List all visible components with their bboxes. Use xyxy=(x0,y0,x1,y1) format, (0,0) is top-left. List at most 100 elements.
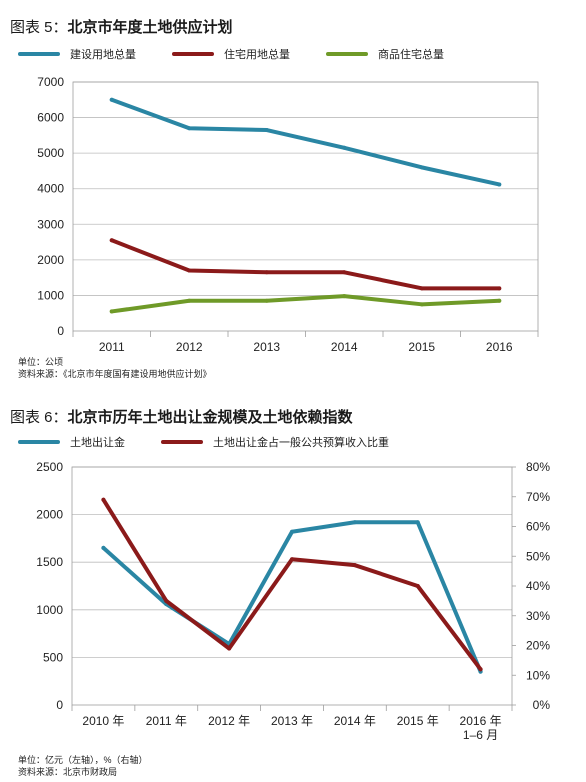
data-point xyxy=(264,298,269,303)
series-line-2 xyxy=(109,238,502,291)
x-tick-label: 2012 xyxy=(176,340,203,354)
x-tick-label: 2014 年 xyxy=(334,714,376,728)
y-left-tick-label: 2000 xyxy=(36,508,63,522)
figure2-legend: 土地出让金 土地出让金占一般公共预算收入比重 xyxy=(18,434,425,450)
legend-swatch xyxy=(326,52,368,56)
legend-item-commercial-residential: 商品住宅总量 xyxy=(326,46,444,62)
data-point xyxy=(415,584,420,588)
data-point xyxy=(187,298,192,303)
data-point xyxy=(109,97,114,102)
x-tick-label: 2010 年 xyxy=(82,714,124,728)
legend-swatch xyxy=(18,440,60,444)
data-point xyxy=(497,182,502,187)
data-point xyxy=(342,294,347,299)
y-left-tick-label: 2500 xyxy=(36,460,63,474)
x-tick-label: 2013 xyxy=(253,340,280,354)
figure1-chart: 0 1000 2000 3000 4000 5000 6000 7000 2011 2012 201… xyxy=(37,75,539,354)
data-point xyxy=(290,557,294,562)
data-point xyxy=(419,286,424,291)
data-point xyxy=(497,298,502,303)
x-tick-label: 2015 年 xyxy=(397,714,439,728)
y-right-tick-label: 50% xyxy=(526,549,550,563)
data-point xyxy=(352,563,357,568)
figure1-title-prefix: 图表 5： xyxy=(10,19,68,36)
figure2-title: 图表 6：北京市历年土地出让金规模及土地依赖指数 xyxy=(10,409,353,427)
data-point xyxy=(109,238,114,243)
y-tick-label: 0 xyxy=(57,324,64,338)
data-point xyxy=(227,646,232,651)
legend-swatch xyxy=(18,52,60,56)
x-tick-label: 2014 xyxy=(331,340,358,354)
series-line-1 xyxy=(109,97,502,187)
plot-frame xyxy=(71,466,513,706)
legend-swatch xyxy=(172,52,214,56)
data-point xyxy=(290,529,294,534)
y-tick-label: 2000 xyxy=(37,253,64,267)
series-line-3 xyxy=(109,294,502,314)
x-tick-label: 2015 xyxy=(408,340,435,354)
y-right-tick-label: 40% xyxy=(526,579,550,593)
figure2-source-note: 资料来源：北京市财政局 xyxy=(18,767,118,777)
y-right-tick-label: 0% xyxy=(533,698,551,712)
y-tick-label: 1000 xyxy=(37,288,64,302)
x-tick-label: 2016 年 xyxy=(460,714,502,728)
y-tick-label: 3000 xyxy=(37,217,64,231)
y-right-tick-label: 20% xyxy=(526,639,550,653)
data-point xyxy=(419,165,424,170)
data-point xyxy=(164,598,169,603)
legend-item-residential: 住宅用地总量 xyxy=(172,46,290,62)
x-tick-sublabel: 1–6 月 xyxy=(463,728,498,742)
data-point xyxy=(264,270,269,275)
x-tick-label: 2012 年 xyxy=(208,714,250,728)
figure2-title-prefix: 图表 6： xyxy=(10,409,68,426)
legend-label: 土地出让金 xyxy=(70,437,125,449)
data-point xyxy=(497,286,502,291)
legend-item-construction: 建设用地总量 xyxy=(18,46,136,62)
y-left-tick-label: 1500 xyxy=(36,555,63,569)
y-left-tick-label: 500 xyxy=(43,650,63,664)
legend-label: 建设用地总量 xyxy=(70,49,136,61)
data-point xyxy=(187,268,192,273)
figure2-unit-note: 单位：亿元（左轴），%（右轴） xyxy=(18,755,148,765)
figure1-legend: 建设用地总量 住宅用地总量 商品住宅总量 xyxy=(18,46,480,62)
x-tick-label: 2013 年 xyxy=(271,714,313,728)
legend-item-land-revenue: 土地出让金 xyxy=(18,434,125,450)
data-point xyxy=(101,497,106,502)
legend-swatch xyxy=(161,440,203,444)
y-tick-label: 4000 xyxy=(37,182,64,196)
y-right-tick-label: 10% xyxy=(526,668,550,682)
figure1-source-note: 资料来源：《北京市年度国有建设用地供应计划》 xyxy=(18,369,212,379)
data-point xyxy=(101,545,106,550)
figure1-title: 图表 5：北京市年度土地供应计划 xyxy=(10,19,233,37)
y-tick-label: 6000 xyxy=(37,111,64,125)
legend-label: 土地出让金占一般公共预算收入比重 xyxy=(213,437,389,449)
data-point xyxy=(342,145,347,150)
y-right-tick-label: 80% xyxy=(526,460,550,474)
data-point xyxy=(478,667,483,672)
y-right-tick-label: 60% xyxy=(526,520,550,534)
x-tick-label: 2011 年 xyxy=(146,714,187,728)
y-right-tick-label: 30% xyxy=(526,609,550,623)
y-right-tick-label: 70% xyxy=(526,490,550,504)
y-tick-label: 5000 xyxy=(37,146,64,160)
y-left-tick-label: 0 xyxy=(56,698,63,712)
legend-label: 住宅用地总量 xyxy=(224,49,290,61)
data-point xyxy=(109,309,114,314)
x-tick-label: 2011 xyxy=(99,340,125,354)
series-line-2 xyxy=(101,497,483,672)
figure1-unit-note: 单位：公顷 xyxy=(18,357,64,367)
data-point xyxy=(264,128,269,133)
figure1-title-main: 北京市年度土地供应计划 xyxy=(67,19,233,36)
data-point xyxy=(187,126,192,131)
data-point xyxy=(419,302,424,307)
legend-item-land-revenue-share: 土地出让金占一般公共预算收入比重 xyxy=(161,434,389,450)
data-point xyxy=(352,520,357,525)
x-tick-label: 2016 xyxy=(486,340,513,354)
data-point xyxy=(342,270,347,275)
figure2-title-main: 北京市历年土地出让金规模及土地依赖指数 xyxy=(67,409,353,426)
legend-label: 商品住宅总量 xyxy=(378,49,444,61)
y-tick-label: 7000 xyxy=(37,75,64,89)
data-point xyxy=(415,520,420,525)
y-left-tick-label: 1000 xyxy=(36,603,63,617)
